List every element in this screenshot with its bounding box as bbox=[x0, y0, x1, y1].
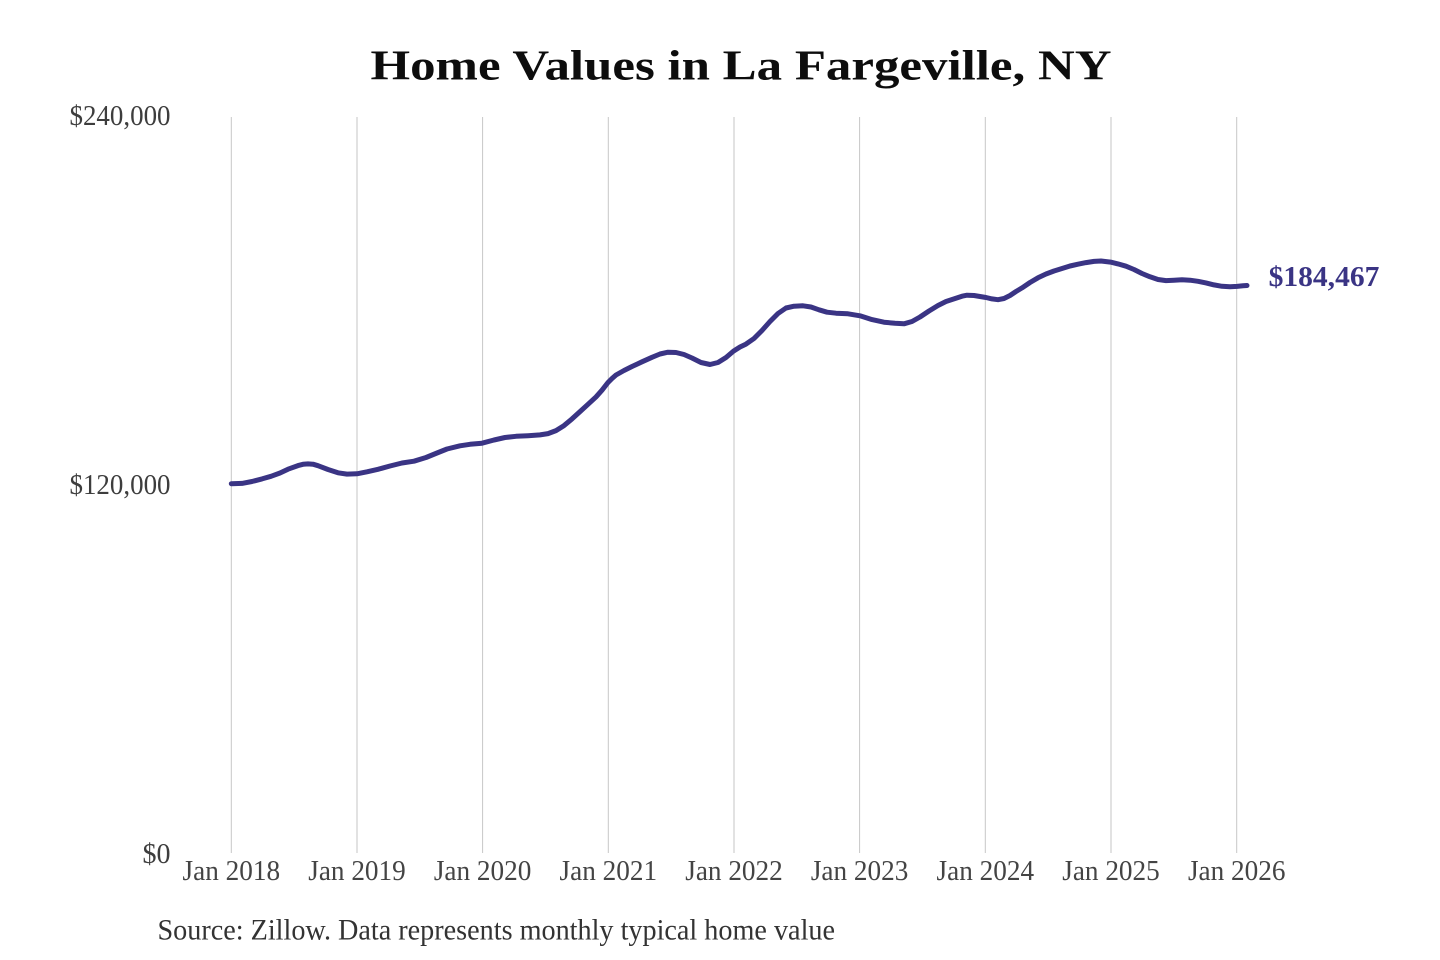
svg-text:Jan 2018: Jan 2018 bbox=[183, 856, 281, 887]
svg-text:$184,467: $184,467 bbox=[1269, 261, 1380, 293]
svg-text:$120,000: $120,000 bbox=[70, 470, 171, 501]
svg-text:$0: $0 bbox=[143, 839, 171, 870]
svg-text:Jan 2021: Jan 2021 bbox=[560, 856, 658, 887]
svg-text:Home Values in La Fargeville,: Home Values in La Fargeville, NY bbox=[371, 44, 1112, 90]
svg-text:Jan 2022: Jan 2022 bbox=[685, 856, 783, 887]
svg-text:Jan 2024: Jan 2024 bbox=[937, 856, 1035, 887]
svg-text:Jan 2023: Jan 2023 bbox=[811, 856, 909, 887]
svg-text:Source: Zillow. Data represent: Source: Zillow. Data represents monthly … bbox=[158, 914, 836, 947]
svg-text:Jan 2026: Jan 2026 bbox=[1188, 856, 1286, 887]
svg-text:Jan 2025: Jan 2025 bbox=[1062, 856, 1160, 887]
svg-text:$240,000: $240,000 bbox=[70, 101, 171, 132]
svg-text:Jan 2019: Jan 2019 bbox=[308, 856, 406, 887]
svg-text:Jan 2020: Jan 2020 bbox=[434, 856, 532, 887]
